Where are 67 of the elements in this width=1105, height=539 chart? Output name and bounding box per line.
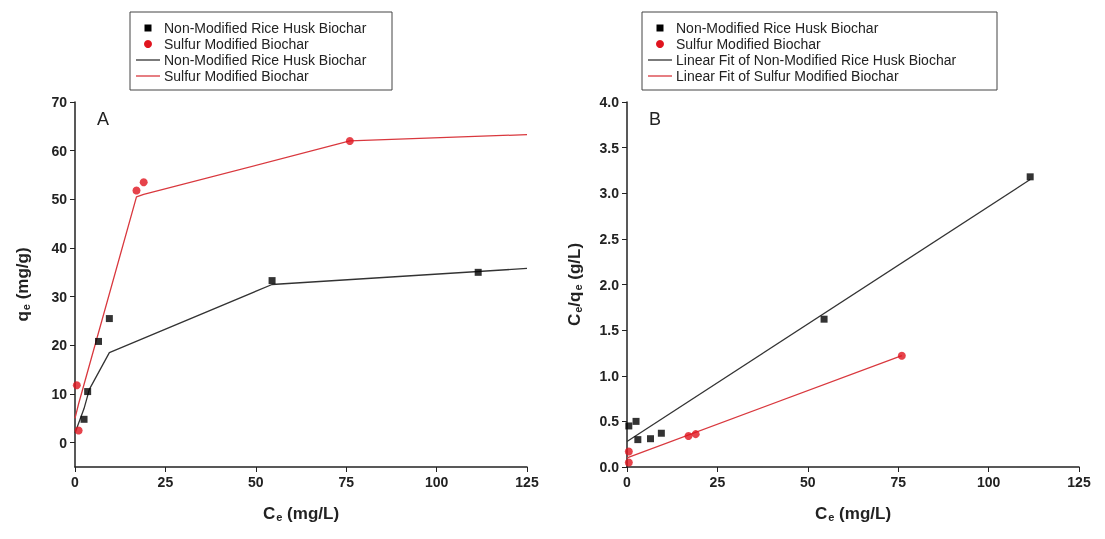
point xyxy=(691,430,700,439)
x-tick-label: 50 xyxy=(248,474,264,490)
point xyxy=(105,315,113,323)
y-axis-title: Ce/qe (g/L) xyxy=(565,242,584,327)
point xyxy=(657,429,665,437)
x-tick-label: 50 xyxy=(800,474,816,490)
legend-label: Linear Fit of Non-Modified Rice Husk Biochar xyxy=(676,52,957,68)
x-tick-label: 100 xyxy=(976,474,1001,490)
point xyxy=(474,268,482,276)
annotation: B xyxy=(649,109,662,129)
x-axis-title: Ce (mg/L) xyxy=(814,504,892,523)
point xyxy=(132,186,141,195)
x-axis-title: Ce (mg/L) xyxy=(262,504,340,523)
y-tick-label: 40 xyxy=(51,240,68,256)
point xyxy=(268,277,276,285)
point xyxy=(647,435,654,443)
y-tick-label: 70 xyxy=(51,94,68,110)
x-tick-label: 125 xyxy=(515,474,539,490)
y-tick-label: 3.5 xyxy=(599,139,620,156)
point xyxy=(897,351,906,360)
point xyxy=(624,447,633,456)
y-tick-label: 3.0 xyxy=(599,185,620,202)
point xyxy=(1026,173,1034,181)
x-tick-label: 75 xyxy=(890,474,907,490)
point xyxy=(345,136,354,145)
y-tick-label: 0.0 xyxy=(599,459,620,475)
point xyxy=(625,422,633,430)
y-tick-label: 1.5 xyxy=(599,322,620,339)
legend-label: Non-Modified Rice Husk Biochar xyxy=(164,52,367,68)
line-series xyxy=(74,267,528,434)
legend-label: Sulfur Modified Biochar xyxy=(164,36,310,52)
x-tick-label: 125 xyxy=(1067,474,1091,490)
legend-label: Non-Modified Rice Husk Biochar xyxy=(164,20,367,36)
x-tick-label: 100 xyxy=(424,474,449,490)
y-tick-label: 1.0 xyxy=(599,367,620,384)
point xyxy=(84,388,92,396)
legend-label: Sulfur Modified Biochar xyxy=(676,36,822,52)
annotation: A xyxy=(97,109,110,129)
x-tick-label: 0 xyxy=(623,474,632,490)
point xyxy=(684,431,693,440)
point xyxy=(95,337,102,345)
point xyxy=(820,315,828,323)
line-series xyxy=(74,133,528,419)
x-tick-label: 25 xyxy=(157,474,174,490)
x-tick-label: 25 xyxy=(709,474,726,490)
y-tick-label: 0 xyxy=(59,434,68,451)
point xyxy=(80,415,88,423)
legend-label: Sulfur Modified Biochar xyxy=(164,68,310,84)
y-tick-label: 4.0 xyxy=(599,94,620,110)
point xyxy=(139,178,148,187)
y-tick-label: 2.0 xyxy=(599,276,620,293)
legend-label: Linear Fit of Sulfur Modified Biochar xyxy=(676,68,899,84)
point xyxy=(74,426,83,435)
point xyxy=(634,436,642,444)
y-tick-label: 50 xyxy=(51,191,68,208)
legend-label: Non-Modified Rice Husk Biochar xyxy=(676,20,879,36)
y-tick-label: 10 xyxy=(51,386,68,402)
y-axis-title: qe (mg/g) xyxy=(13,247,32,322)
point xyxy=(632,417,640,425)
y-tick-label: 30 xyxy=(51,288,68,305)
x-tick-label: 0 xyxy=(71,474,80,490)
point xyxy=(72,381,81,390)
x-tick-label: 75 xyxy=(338,474,355,490)
y-tick-label: 0.5 xyxy=(599,413,620,430)
y-tick-label: 60 xyxy=(51,142,68,159)
y-tick-label: 20 xyxy=(51,337,68,354)
y-tick-label: 2.5 xyxy=(599,230,620,247)
